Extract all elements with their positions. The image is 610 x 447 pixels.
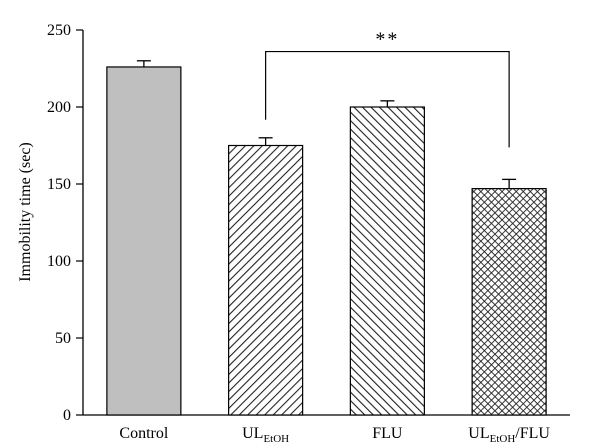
y-tick-label: 200 bbox=[47, 99, 71, 116]
bracket-line bbox=[265, 50, 510, 148]
bar bbox=[106, 66, 182, 416]
error-bars bbox=[136, 60, 517, 189]
category-labels: Control ULEtOH FLU ULEtOH/FLU bbox=[119, 425, 550, 445]
error-bar bbox=[380, 100, 395, 107]
error-bar bbox=[136, 60, 151, 67]
x-tick-label: Control bbox=[119, 425, 168, 442]
error-bar bbox=[502, 178, 517, 189]
y-tick-label: 250 bbox=[47, 22, 71, 39]
y-axis: 0 50 100 150 200 250 bbox=[47, 22, 84, 424]
x-tick-label: FLU bbox=[372, 425, 403, 442]
error-bar bbox=[258, 137, 273, 146]
y-tick-label: 0 bbox=[63, 407, 71, 424]
x-tick-label: ULEtOH/FLU bbox=[468, 425, 550, 445]
bar bbox=[349, 106, 425, 416]
bar bbox=[471, 188, 547, 416]
significance-bracket: ** bbox=[265, 29, 510, 148]
bars bbox=[106, 66, 547, 416]
y-tick-label: 50 bbox=[55, 330, 71, 347]
bar bbox=[228, 144, 304, 416]
y-tick-label: 150 bbox=[47, 176, 71, 193]
significance-label: ** bbox=[375, 29, 399, 51]
y-tick-label: 100 bbox=[47, 253, 71, 270]
x-tick-label: ULEtOH bbox=[242, 425, 289, 445]
y-axis-label: Immobility time (sec) bbox=[17, 142, 34, 282]
